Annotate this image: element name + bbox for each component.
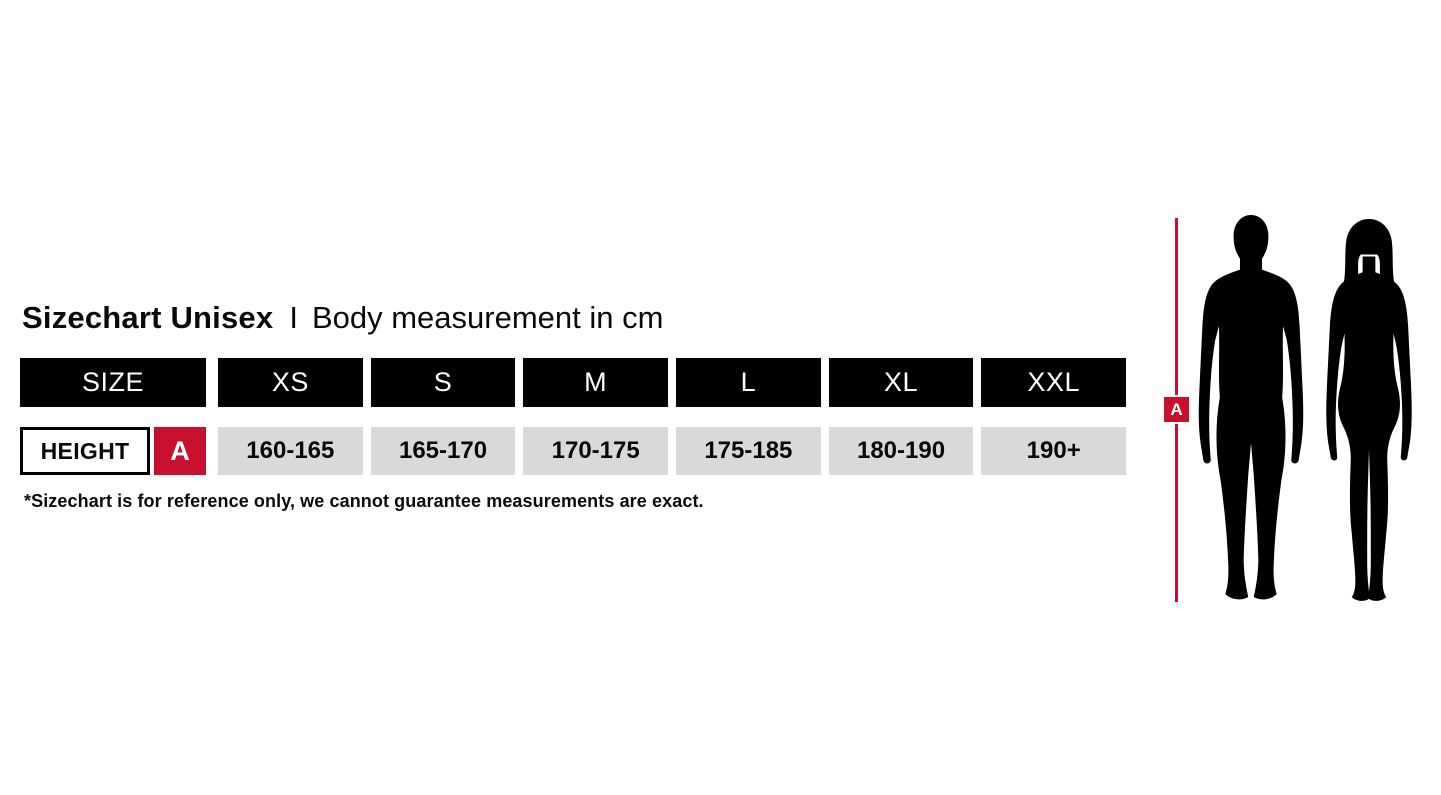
title-main: Sizechart Unisex (22, 300, 274, 335)
size-cell-xxl: XXL (981, 358, 1127, 407)
height-value-xxl: 190+ (981, 427, 1127, 475)
height-value-l: 175-185 (676, 427, 821, 475)
title-separator: I (289, 300, 298, 335)
size-cell-m: M (523, 358, 669, 407)
size-cell-l: L (676, 358, 821, 407)
male-silhouette-icon (1198, 215, 1304, 600)
height-row: HEIGHT A 160-165 165-170 170-175 175-185… (20, 427, 1127, 475)
size-cell-xs: XS (218, 358, 363, 407)
title-subtitle: Body measurement in cm (311, 300, 664, 335)
height-marker-cell: A (154, 427, 206, 475)
size-cell-s: S (370, 358, 516, 407)
footnote: *Sizechart is for reference only, we can… (24, 491, 704, 511)
size-columns: XS S M L XL XXL (218, 358, 1127, 407)
size-label-cell: SIZE (20, 358, 206, 407)
height-value-m: 170-175 (523, 427, 669, 475)
height-marker-badge: A (1164, 397, 1189, 422)
height-value-xl: 180-190 (828, 427, 974, 475)
size-cell-xl: XL (828, 358, 974, 407)
height-label-cell: HEIGHT (20, 427, 150, 475)
female-silhouette-icon (1326, 218, 1412, 601)
height-value-s: 165-170 (370, 427, 516, 475)
height-value-columns: 160-165 165-170 170-175 175-185 180-190 … (218, 427, 1127, 475)
size-label-slot: SIZE (20, 358, 206, 407)
size-header-row: SIZE XS S M L XL XXL (20, 358, 1127, 407)
height-value-xs: 160-165 (218, 427, 363, 475)
page-title: Sizechart Unisex I Body measurement in c… (22, 300, 663, 336)
height-label-slot: HEIGHT A (20, 427, 206, 475)
